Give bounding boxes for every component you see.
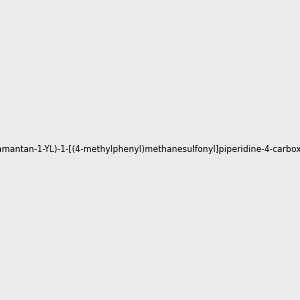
- Text: N-(Adamantan-1-YL)-1-[(4-methylphenyl)methanesulfonyl]piperidine-4-carboxamide: N-(Adamantan-1-YL)-1-[(4-methylphenyl)me…: [0, 146, 300, 154]
